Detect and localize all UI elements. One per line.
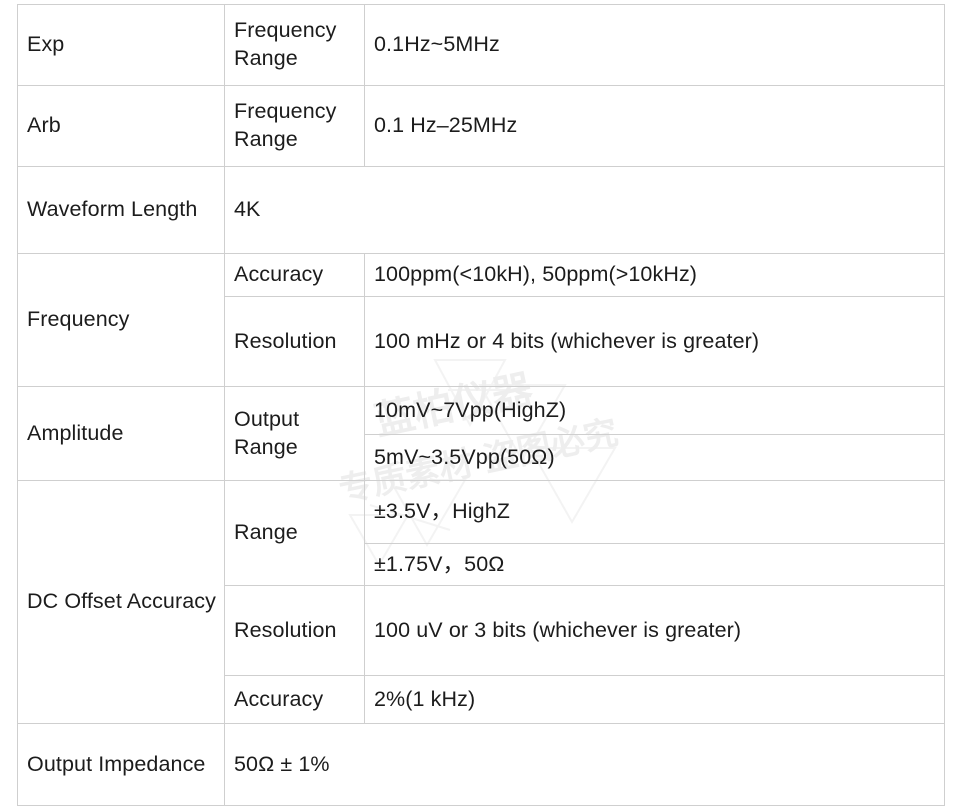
row-label-amplitude: Amplitude [17,386,225,481]
row-label-exp: Exp [17,4,225,86]
spec-sheet: Exp Frequency Range 0.1Hz~5MHz Arb Frequ… [17,4,945,806]
row-value-amplitude-50ohm: 5mV~3.5Vpp(50Ω) [364,434,945,481]
row-sub-exp-freq: Frequency Range [224,4,365,86]
row-sub-frequency-resolution: Resolution [224,296,365,387]
row-value-output-impedance: 50Ω ± 1% [224,723,945,806]
table-row: Accuracy 2%(1 kHz) [18,675,945,724]
table-row: Exp Frequency Range 0.1Hz~5MHz [17,4,945,86]
row-sub-frequency-accuracy: Accuracy [224,253,365,297]
table-row: Waveform Length 4K [17,166,945,254]
row-value-waveform-length: 4K [224,166,945,254]
row-label-waveform-length: Waveform Length [17,166,225,254]
row-value-dc-offset-accuracy: 2%(1 kHz) [364,675,945,724]
row-value-dc-offset-highz: ±3.5V，HighZ [364,480,945,544]
row-value-amplitude-highz: 10mV~7Vpp(HighZ) [364,386,945,435]
row-sub-dc-offset-resolution: Resolution [224,585,365,676]
row-label-dc-offset-accuracy: DC Offset Accuracy [17,480,225,724]
row-sub-dc-offset-accuracy: Accuracy [224,675,365,724]
table-row: DC Offset Accuracy Range ±3.5V，HighZ [17,480,945,724]
row-value-dc-offset-resolution: 100 uV or 3 bits (whichever is greater) [364,585,945,676]
table-row: 5mV~3.5Vpp(50Ω) [18,434,945,481]
row-value-frequency-resolution: 100 mHz or 4 bits (whichever is greater) [364,296,945,387]
table-row: Frequency Accuracy 100ppm(<10kH), 50ppm(… [17,253,945,387]
row-sub-arb-freq: Frequency Range [224,85,365,167]
row-label-arb: Arb [17,85,225,167]
row-value-exp-freq: 0.1Hz~5MHz [364,4,945,86]
row-value-dc-offset-50ohm: ±1.75V，50Ω [364,543,945,586]
table-row: ±1.75V，50Ω [18,543,945,586]
row-label-frequency: Frequency [17,253,225,387]
table-row: Resolution 100 mHz or 4 bits (whichever … [18,296,945,387]
row-value-frequency-accuracy: 100ppm(<10kH), 50ppm(>10kHz) [364,253,945,297]
row-sub-dc-offset-range: Range [224,480,365,586]
row-label-output-impedance: Output Impedance [17,723,225,806]
table-row: Amplitude Output Range 10mV~7Vpp(HighZ) [17,386,945,481]
row-value-arb-freq: 0.1 Hz–25MHz [364,85,945,167]
specification-table: Exp Frequency Range 0.1Hz~5MHz Arb Frequ… [17,4,945,806]
table-row: Output Impedance 50Ω ± 1% [17,723,945,806]
row-sub-amplitude-output-range: Output Range [224,386,365,481]
table-row: Arb Frequency Range 0.1 Hz–25MHz [17,85,945,167]
